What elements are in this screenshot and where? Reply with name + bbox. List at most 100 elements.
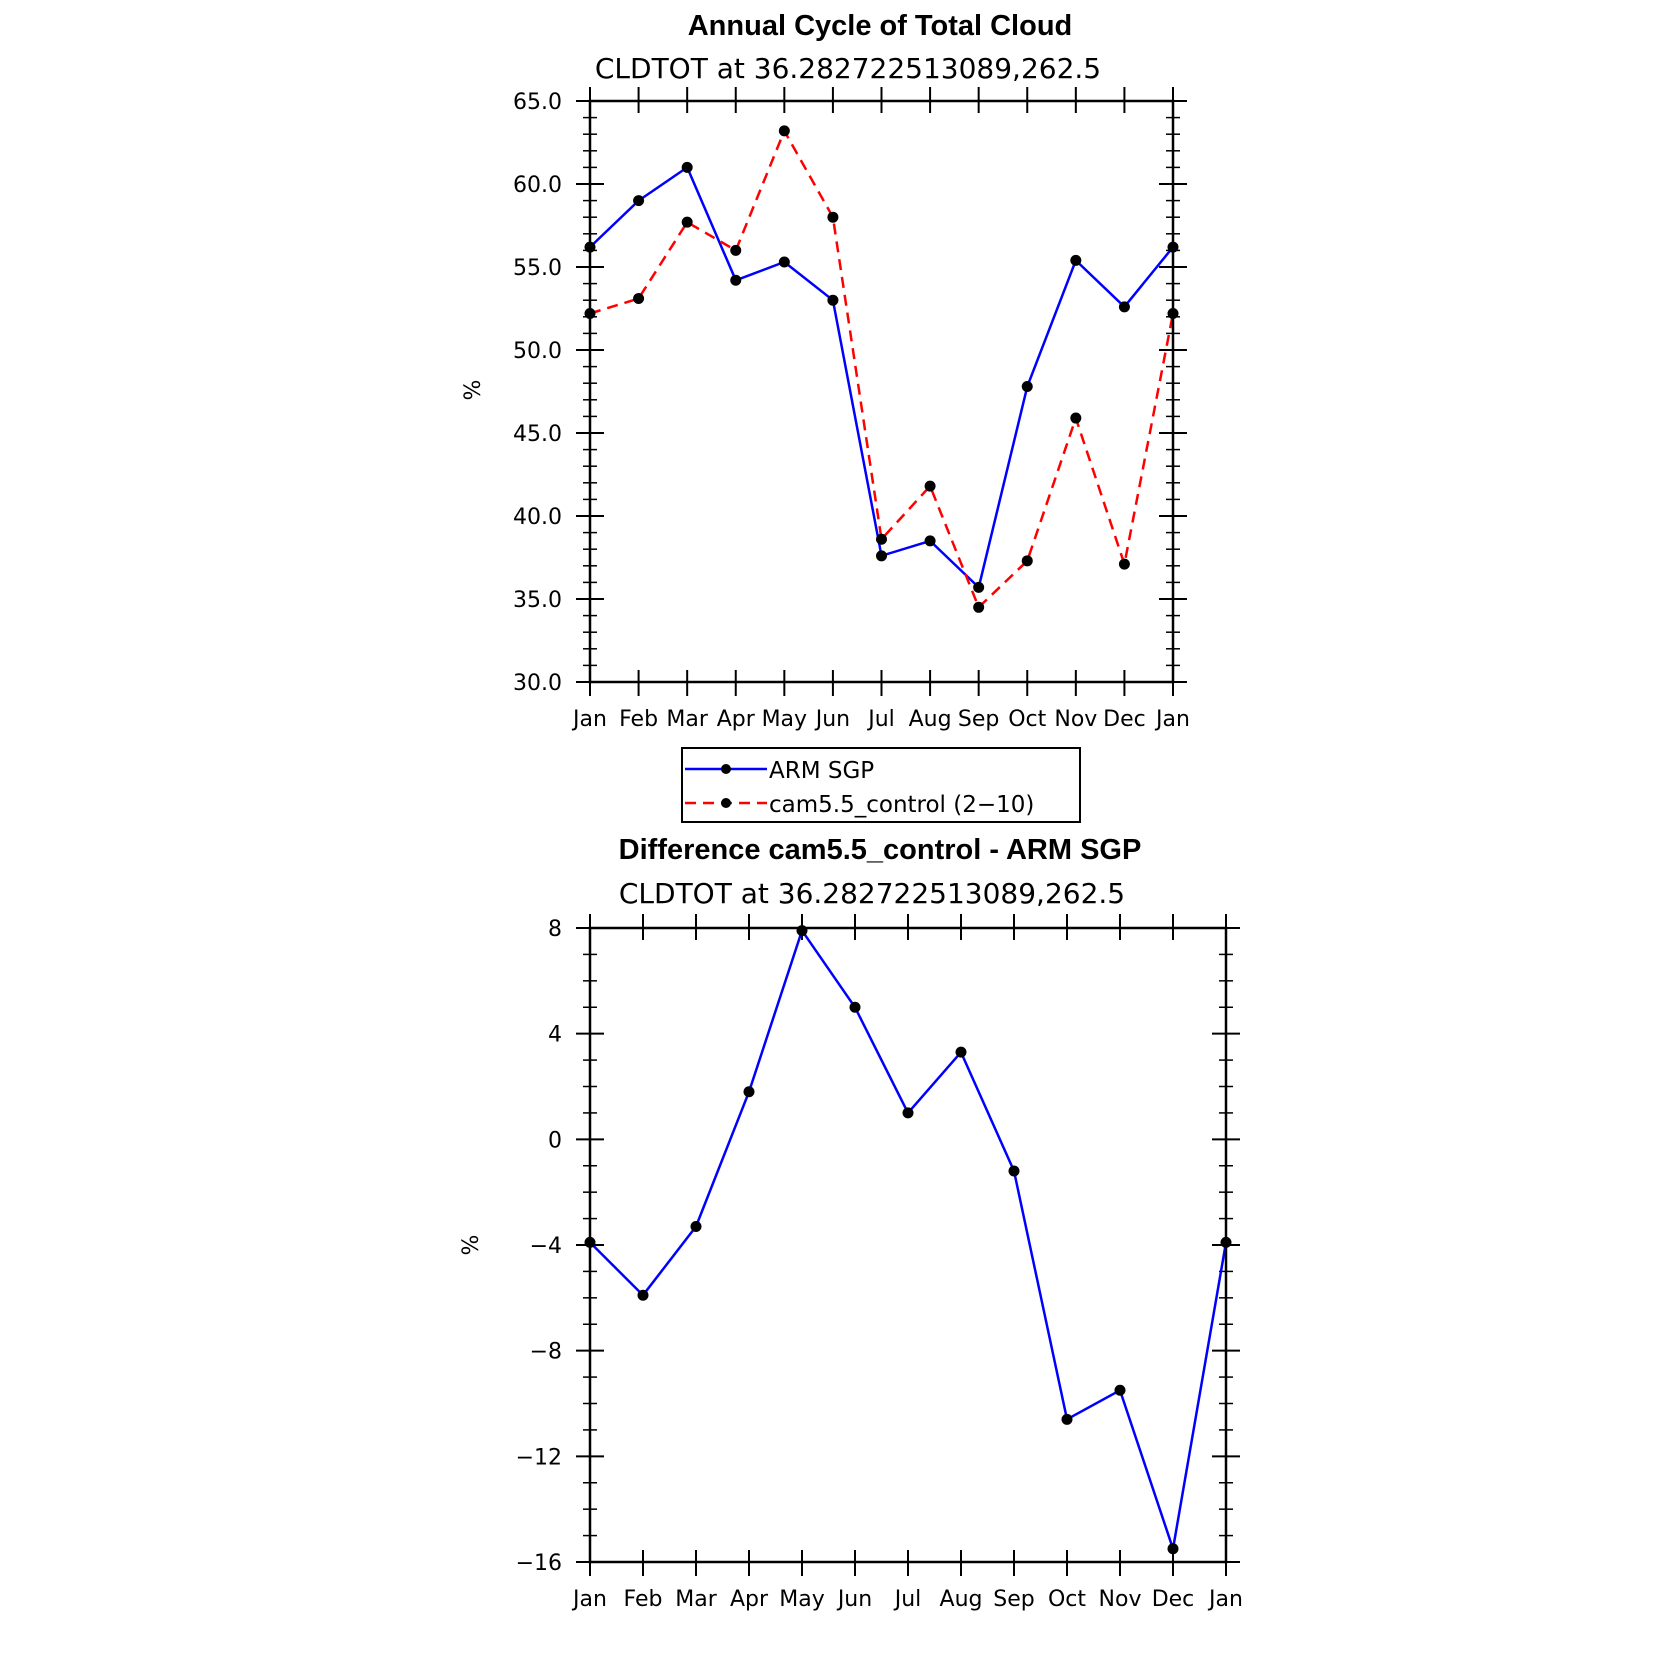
x-tick-label: Jun: [836, 1587, 872, 1612]
data-point: [973, 581, 985, 593]
y-axis-label: %: [461, 380, 486, 401]
data-point: [681, 216, 693, 228]
data-point: [973, 601, 985, 613]
legend-entry-arm-sgp: ARM SGP: [685, 758, 874, 784]
data-point: [924, 480, 936, 492]
y-tick-label: 40.0: [513, 505, 562, 530]
x-tick-label: Oct: [1048, 1587, 1086, 1612]
x-tick-label: Dec: [1152, 1587, 1195, 1612]
series-group: [584, 125, 1179, 613]
data-point: [1118, 301, 1130, 313]
data-point: [681, 161, 693, 173]
series-group: [584, 925, 1232, 1555]
data-point: [730, 274, 742, 286]
data-point: [690, 1221, 702, 1233]
plot-frame: [588, 99, 1175, 684]
y-tick-label: 4: [548, 1023, 562, 1048]
x-tick-label: Jul: [893, 1587, 922, 1612]
legend-box: [681, 747, 1081, 823]
x-tick-label: Mar: [666, 707, 708, 732]
data-point: [827, 211, 839, 223]
data-point: [827, 294, 839, 306]
legend-entry-cam5: cam5.5_control (2−10): [685, 792, 1034, 818]
data-point: [1021, 555, 1033, 567]
x-tick-label: Jul: [866, 707, 895, 732]
y-tick-label: 50.0: [513, 339, 562, 364]
chart-title: Difference cam5.5_control - ARM SGP: [619, 834, 1142, 866]
x-tick-label: Mar: [675, 1587, 717, 1612]
x-tick-label: Jan: [1154, 707, 1190, 732]
x-tick-label: Apr: [730, 1587, 769, 1612]
y-tick-label: 60.0: [513, 173, 562, 198]
data-point: [633, 293, 645, 305]
x-tick-label: Jan: [571, 1587, 607, 1612]
y-tick-label: 30.0: [513, 671, 562, 696]
data-point: [1008, 1165, 1020, 1177]
y-axis-label: %: [459, 1235, 484, 1256]
y-tick-label: −16: [516, 1551, 562, 1576]
data-point: [633, 195, 645, 207]
x-tick-label: May: [762, 707, 807, 732]
x-tick-label: Feb: [624, 1587, 663, 1612]
data-point: [778, 125, 790, 137]
y-tick-label: −8: [530, 1340, 562, 1365]
data-point: [849, 1001, 861, 1013]
plot-frame: [588, 926, 1228, 1564]
data-point: [876, 533, 887, 545]
tick-labels: Jan Feb Mar Apr May Jun Jul Aug Sep Oct Nov Dec Jan−…: [516, 917, 1243, 1612]
axes-ticks: [576, 87, 1187, 696]
data-point: [902, 1107, 914, 1119]
data-point: [1118, 558, 1130, 570]
data-point: [1061, 1413, 1073, 1425]
x-tick-label: Oct: [1008, 707, 1046, 732]
data-point: [730, 244, 742, 256]
data-point: [955, 1046, 967, 1058]
x-tick-label: Dec: [1103, 707, 1146, 732]
y-tick-label: −12: [516, 1445, 562, 1470]
difference-panel: Difference cam5.5_control - ARM SGP CLDT…: [459, 834, 1243, 1612]
data-point: [1167, 1543, 1179, 1555]
x-tick-label: Jan: [1207, 1587, 1243, 1612]
x-tick-label: May: [779, 1587, 824, 1612]
legend-marker-cam5: [721, 798, 731, 808]
y-tick-label: 8: [548, 917, 562, 942]
y-tick-label: 35.0: [513, 588, 562, 613]
y-tick-label: 55.0: [513, 256, 562, 281]
chart-title: Annual Cycle of Total Cloud: [688, 10, 1073, 42]
tick-labels: Jan Feb Mar Apr May Jun Jul Aug Sep Oct Nov Dec Jan 3…: [513, 90, 1190, 732]
series-line-0: [589, 929, 1228, 1551]
y-tick-label: 45.0: [513, 422, 562, 447]
data-point: [743, 1086, 755, 1098]
data-point: [924, 535, 936, 547]
data-point: [1070, 412, 1082, 424]
chart-subtitle: CLDTOT at 36.282722513089,262.5: [595, 52, 1101, 85]
data-point: [876, 550, 887, 562]
data-point: [778, 256, 790, 268]
y-tick-label: −4: [530, 1234, 562, 1259]
annual-cycle-panel: Annual Cycle of Total Cloud CLDTOT at 36…: [461, 10, 1190, 732]
data-point: [1021, 381, 1033, 393]
x-tick-label: Nov: [1099, 1587, 1142, 1612]
y-tick-label: 0: [548, 1128, 562, 1153]
x-tick-label: Nov: [1054, 707, 1097, 732]
x-tick-label: Jan: [571, 707, 607, 732]
x-tick-label: Apr: [717, 707, 756, 732]
legend-marker-arm-sgp: [721, 764, 731, 774]
data-point: [1114, 1384, 1126, 1396]
y-tick-label: 65.0: [513, 90, 562, 115]
legend: ARM SGP cam5.5_control (2−10): [681, 747, 1081, 823]
legend-label-arm-sgp: ARM SGP: [769, 758, 874, 784]
x-tick-label: Jun: [814, 707, 850, 732]
x-tick-label: Aug: [909, 707, 952, 732]
axes-ticks: [576, 914, 1240, 1576]
data-point: [637, 1289, 649, 1301]
x-tick-label: Feb: [619, 707, 658, 732]
x-tick-label: Aug: [940, 1587, 983, 1612]
series-line-0: [589, 166, 1174, 589]
x-tick-label: Sep: [958, 707, 999, 732]
chart-subtitle: CLDTOT at 36.282722513089,262.5: [619, 877, 1125, 910]
legend-label-cam5: cam5.5_control (2−10): [769, 792, 1034, 818]
data-point: [1070, 254, 1082, 266]
x-tick-label: Sep: [993, 1587, 1034, 1612]
